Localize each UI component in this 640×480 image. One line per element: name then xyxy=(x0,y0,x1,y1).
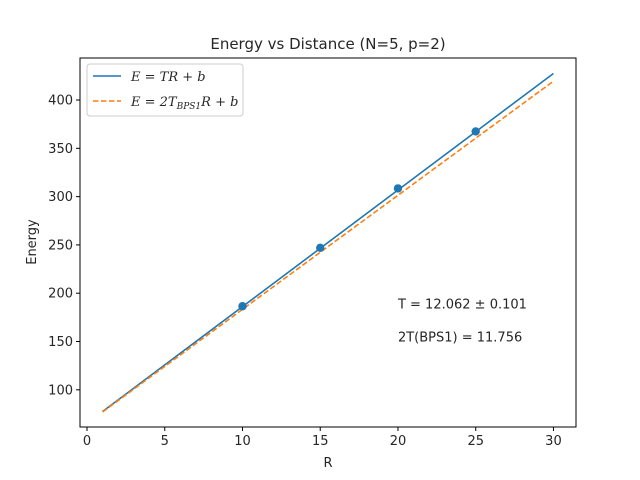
y-tick-label: 300 xyxy=(48,190,73,205)
legend: E = TR + b E = 2TBPS1R + b xyxy=(86,63,244,117)
x-tick-label: 25 xyxy=(467,434,484,449)
fit-line xyxy=(102,72,554,413)
y-tick-label: 100 xyxy=(48,383,73,398)
annotation-text: 2T(BPS1) = 11.756 xyxy=(398,331,522,346)
y-axis-label: Energy xyxy=(25,219,40,265)
plot-area xyxy=(102,72,554,413)
x-axis-label: R xyxy=(323,456,332,471)
chart-title: Energy vs Distance (N=5, p=2) xyxy=(210,35,445,53)
x-tick-label: 10 xyxy=(234,434,251,449)
y-tick-label: 400 xyxy=(48,94,73,109)
plot-frame xyxy=(79,57,577,428)
y-tick-label: 150 xyxy=(48,335,73,350)
data-point xyxy=(316,243,325,253)
y-tick-label: 350 xyxy=(48,142,73,157)
x-tick-label: 30 xyxy=(545,434,562,449)
annotations: T = 12.062 ± 0.101 2T(BPS1) = 11.756 xyxy=(397,298,527,346)
annotation-text: T = 12.062 ± 0.101 xyxy=(397,298,527,313)
y-tick-label: 250 xyxy=(48,238,73,253)
x-axis-ticks: 0 5 10 15 20 25 30 xyxy=(83,427,562,449)
legend-label-reference-line: E = 2TBPS1R + b xyxy=(130,95,238,112)
x-tick-label: 0 xyxy=(83,434,91,449)
data-point xyxy=(238,302,247,311)
x-tick-label: 5 xyxy=(161,434,169,449)
y-axis-ticks: 100 150 200 250 300 350 400 xyxy=(48,94,80,398)
data-point xyxy=(471,127,480,136)
x-tick-label: 20 xyxy=(390,434,407,449)
legend-box xyxy=(86,63,244,117)
data-point xyxy=(393,184,403,193)
reference-line xyxy=(102,80,554,413)
y-tick-label: 200 xyxy=(48,287,73,302)
x-tick-label: 15 xyxy=(312,434,329,449)
legend-label-fit-line: E = TR + b xyxy=(130,70,206,85)
